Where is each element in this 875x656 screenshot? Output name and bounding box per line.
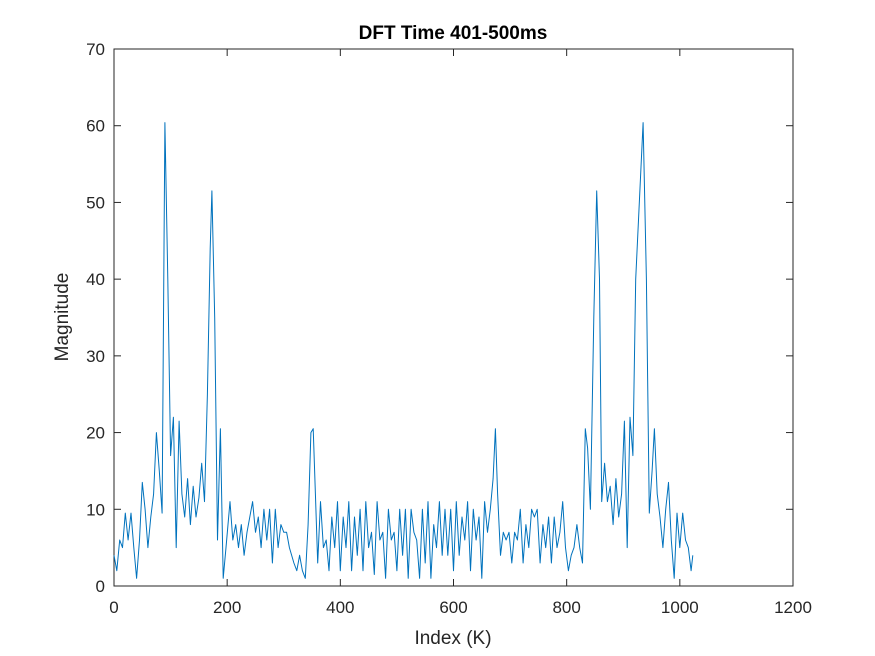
y-axis-label: Magnitude	[52, 273, 73, 362]
x-axis-label: Index (K)	[414, 628, 491, 649]
x-tick-label: 200	[213, 598, 241, 617]
x-tick-labels: 0 200 400 600 800 1000 1200	[109, 598, 812, 617]
y-tick-label: 60	[86, 117, 105, 136]
series-line	[113, 122, 694, 579]
y-tick-label: 30	[86, 347, 105, 366]
y-tick-labels: 0 10 20 30 40 50 60 70	[86, 40, 105, 596]
y-tick-label: 70	[86, 40, 105, 59]
y-tick-label: 40	[86, 270, 105, 289]
y-tick-label: 0	[96, 577, 105, 596]
x-tick-label: 0	[109, 598, 118, 617]
series-layer	[113, 122, 694, 579]
x-tick-label: 1200	[774, 598, 812, 617]
y-tick-label: 50	[86, 193, 105, 212]
y-tick-label: 20	[86, 424, 105, 443]
x-tick-label: 400	[326, 598, 354, 617]
x-tick-label: 800	[552, 598, 580, 617]
plot-area	[113, 48, 794, 587]
chart-title: DFT Time 401-500ms	[359, 23, 548, 44]
axis-ticks	[113, 48, 794, 587]
y-tick-label: 10	[86, 500, 105, 519]
x-tick-label: 1000	[661, 598, 699, 617]
x-tick-label: 600	[439, 598, 467, 617]
